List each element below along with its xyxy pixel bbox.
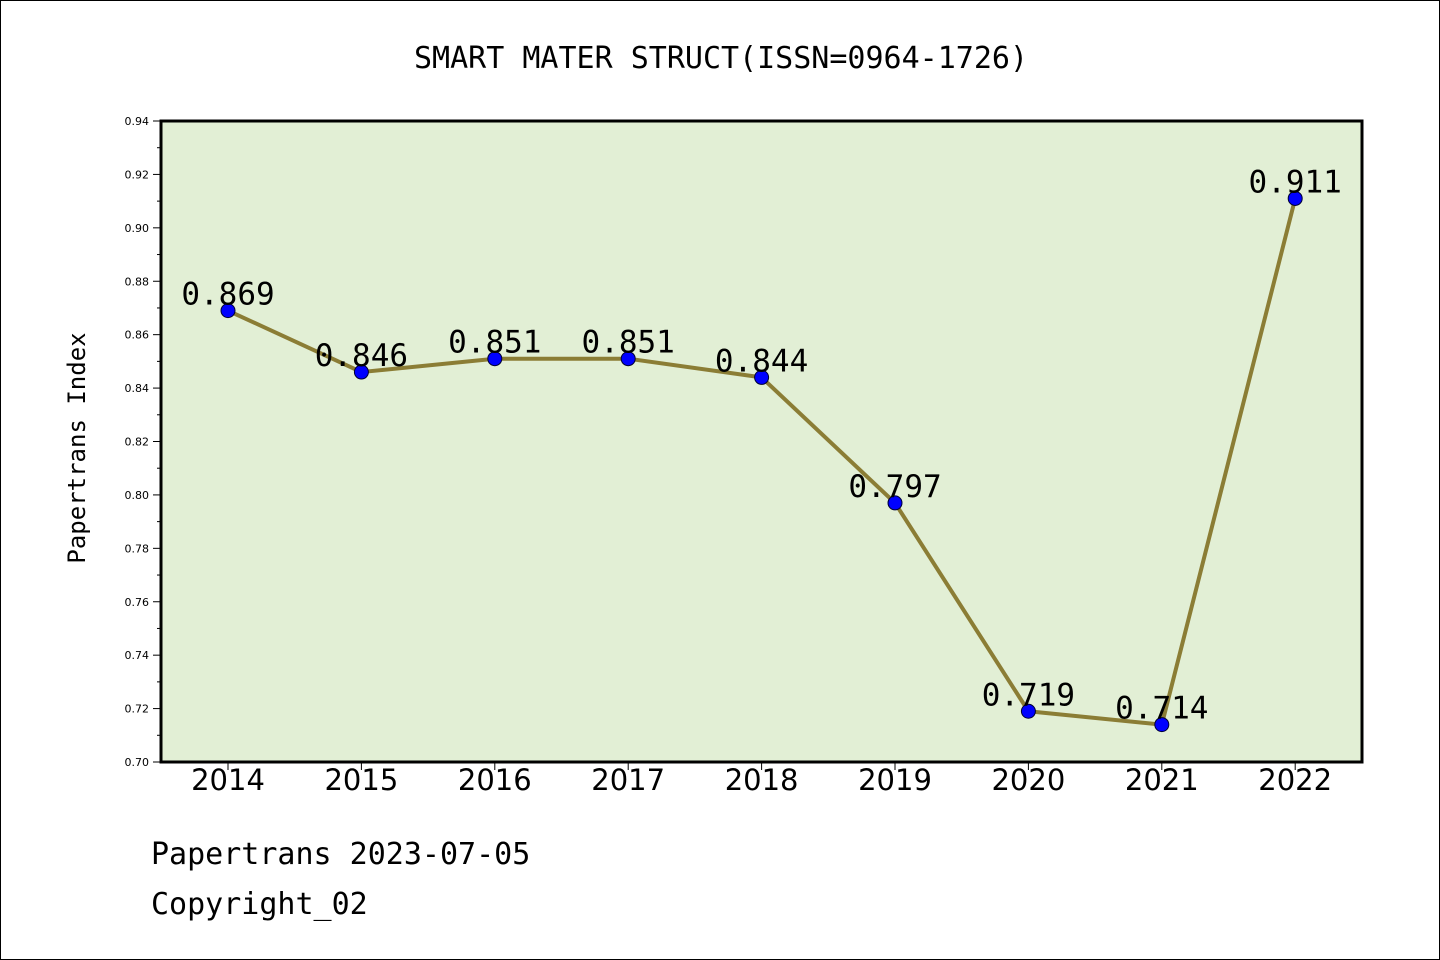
x-tick-label: 2017 bbox=[591, 763, 665, 797]
data-point bbox=[620, 351, 636, 367]
data-point bbox=[1154, 717, 1170, 733]
x-tick-label: 2019 bbox=[858, 763, 932, 797]
x-tick-label: 2021 bbox=[1125, 763, 1199, 797]
x-tick-label: 2020 bbox=[991, 763, 1065, 797]
y-tick-label: 0.80 bbox=[125, 489, 150, 502]
data-label: 0.846 bbox=[315, 338, 408, 374]
y-tick-label: 0.88 bbox=[125, 275, 150, 288]
data-point bbox=[220, 303, 236, 319]
data-point bbox=[887, 495, 903, 511]
data-label: 0.797 bbox=[848, 469, 941, 505]
data-label: 0.851 bbox=[582, 325, 675, 361]
data-point bbox=[754, 369, 770, 385]
data-label: 0.869 bbox=[181, 277, 274, 313]
footer-date: Papertrans 2023-07-05 bbox=[151, 837, 531, 872]
y-tick-label: 0.74 bbox=[125, 649, 150, 662]
chart-title: SMART MATER STRUCT(ISSN=0964-1726) bbox=[414, 41, 1028, 76]
x-tick-label: 2018 bbox=[725, 763, 799, 797]
x-tick-label: 2022 bbox=[1258, 763, 1332, 797]
data-label: 0.911 bbox=[1249, 164, 1342, 200]
plot-border bbox=[159, 119, 1364, 764]
x-tick-label: 2014 bbox=[191, 763, 265, 797]
y-tick-label: 0.82 bbox=[125, 436, 150, 449]
data-point bbox=[1020, 703, 1036, 719]
y-tick-label: 0.92 bbox=[125, 168, 150, 181]
data-point bbox=[353, 364, 369, 380]
plot-area bbox=[161, 121, 1362, 762]
y-tick-label: 0.94 bbox=[125, 115, 150, 128]
data-label: 0.714 bbox=[1115, 691, 1208, 727]
y-tick-label: 0.72 bbox=[125, 703, 150, 716]
x-tick-label: 2016 bbox=[458, 763, 532, 797]
data-point bbox=[487, 351, 503, 367]
data-label: 0.844 bbox=[715, 343, 808, 379]
y-tick-label: 0.90 bbox=[125, 222, 150, 235]
y-tick-label: 0.86 bbox=[125, 329, 150, 342]
x-tick-label: 2015 bbox=[324, 763, 398, 797]
data-label: 0.851 bbox=[448, 325, 541, 361]
footer-copyright: Copyright_02 bbox=[151, 887, 368, 922]
y-tick-label: 0.76 bbox=[125, 596, 150, 609]
y-tick-label: 0.70 bbox=[125, 756, 150, 769]
data-point bbox=[1287, 190, 1303, 206]
data-label: 0.719 bbox=[982, 677, 1075, 713]
y-tick-label: 0.84 bbox=[125, 382, 150, 395]
y-tick-label: 0.78 bbox=[125, 542, 150, 555]
y-axis-label: Papertrans Index bbox=[63, 332, 91, 563]
